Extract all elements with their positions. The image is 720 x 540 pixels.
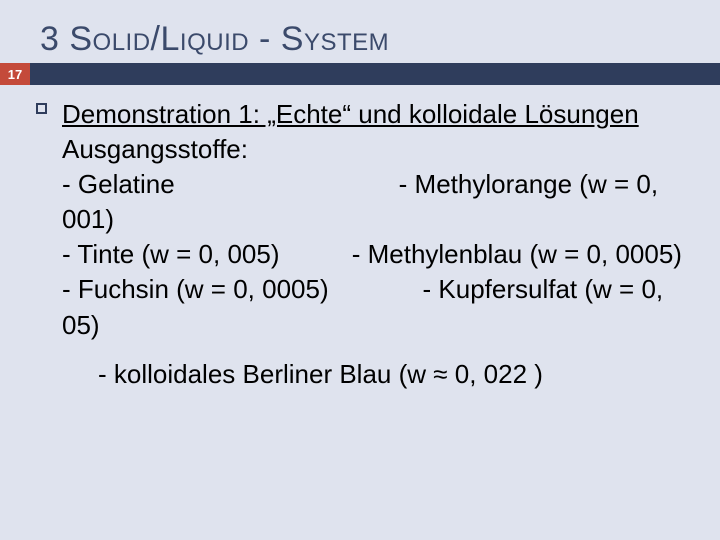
sub-label: Ausgangsstoffe: (62, 134, 248, 164)
divider-bar (30, 63, 720, 85)
page-number-badge: 17 (0, 63, 30, 85)
slide-title: 3 Solid/Liquid - System (40, 20, 720, 59)
divider-row: 17 (0, 63, 720, 85)
bullet-icon (36, 103, 47, 114)
footer-line: - kolloidales Berliner Blau (w ≈ 0, 022 … (36, 343, 700, 392)
demo-heading: Demonstration 1: „Echte“ und kolloidale … (62, 99, 639, 129)
substance-lines: - Gelatine - Methylorange (w = 0, 001) -… (62, 169, 682, 339)
